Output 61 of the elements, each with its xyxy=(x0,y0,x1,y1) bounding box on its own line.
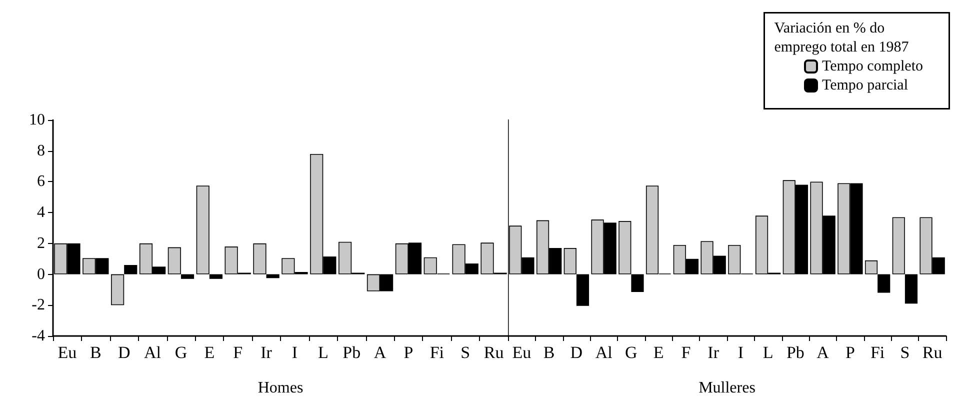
bar xyxy=(253,243,266,274)
x-tick-label: Ir xyxy=(708,343,720,362)
bar xyxy=(111,274,124,306)
y-tick-label: 10 xyxy=(29,112,45,128)
bar xyxy=(904,274,918,304)
x-tick-label: Ir xyxy=(260,343,272,362)
bar xyxy=(209,274,222,279)
bar xyxy=(878,274,890,293)
bar xyxy=(864,260,878,274)
x-tick-label: E xyxy=(204,343,215,362)
y-tick-label: 0 xyxy=(37,266,45,283)
x-tick-label: Al xyxy=(595,343,613,362)
bar xyxy=(576,274,590,306)
bar xyxy=(124,265,138,274)
x-tick-label: F xyxy=(681,343,691,362)
x-tick-label: I xyxy=(738,343,744,362)
x-tick-label: P xyxy=(845,343,855,362)
x-axis-title: Homes xyxy=(258,380,304,396)
x-tick-label: Ru xyxy=(484,343,504,362)
x-tick-label: D xyxy=(118,343,130,362)
bar xyxy=(892,217,905,274)
x-tick-label: Pb xyxy=(342,343,361,362)
y-tick-label: 2 xyxy=(37,234,45,252)
bar xyxy=(180,274,194,279)
legend-title: Variación en % do emprego total en 1987 xyxy=(774,20,910,56)
x-tick-label: Al xyxy=(144,343,162,362)
x-tick-label: B xyxy=(90,343,102,362)
bar xyxy=(631,274,644,292)
x-tick-label: L xyxy=(318,343,328,362)
x-tick-label: E xyxy=(653,343,664,362)
x-tick-label: L xyxy=(762,343,774,362)
x-tick-label: F xyxy=(233,343,243,362)
bar xyxy=(196,186,210,274)
legend-label: Tempo parcial xyxy=(822,78,908,94)
x-tick-label: Fi xyxy=(430,343,444,362)
x-axis-title: Mulleres xyxy=(698,380,756,396)
x-tick-label: S xyxy=(900,343,910,362)
x-tick-label: Eu xyxy=(58,343,78,362)
x-tick-label: B xyxy=(543,343,555,362)
y-tick-label: 6 xyxy=(37,173,45,190)
x-tick-label: D xyxy=(570,343,583,362)
x-tick-label: Pb xyxy=(786,343,804,362)
x-tick-label: Fi xyxy=(870,343,885,362)
bar xyxy=(618,221,632,274)
y-tick-label: 8 xyxy=(37,142,45,160)
x-tick-label: Ru xyxy=(922,343,943,362)
x-tick-label: G xyxy=(625,343,638,362)
y-tick-label: -4 xyxy=(32,328,45,344)
legend-label: Tempo completo xyxy=(822,58,924,74)
x-tick-label: Eu xyxy=(512,343,532,362)
x-tick-label: S xyxy=(460,343,470,362)
x-tick-label: I xyxy=(292,343,298,362)
y-tick-label: -2 xyxy=(32,296,45,314)
x-tick-label: A xyxy=(816,343,830,362)
bar xyxy=(564,248,576,274)
x-tick-label: P xyxy=(404,343,414,362)
bar xyxy=(168,247,181,274)
x-tick-label: G xyxy=(174,343,188,362)
x-tick-label: A xyxy=(374,343,387,362)
y-tick-label: 4 xyxy=(37,204,45,222)
bar xyxy=(266,274,280,278)
